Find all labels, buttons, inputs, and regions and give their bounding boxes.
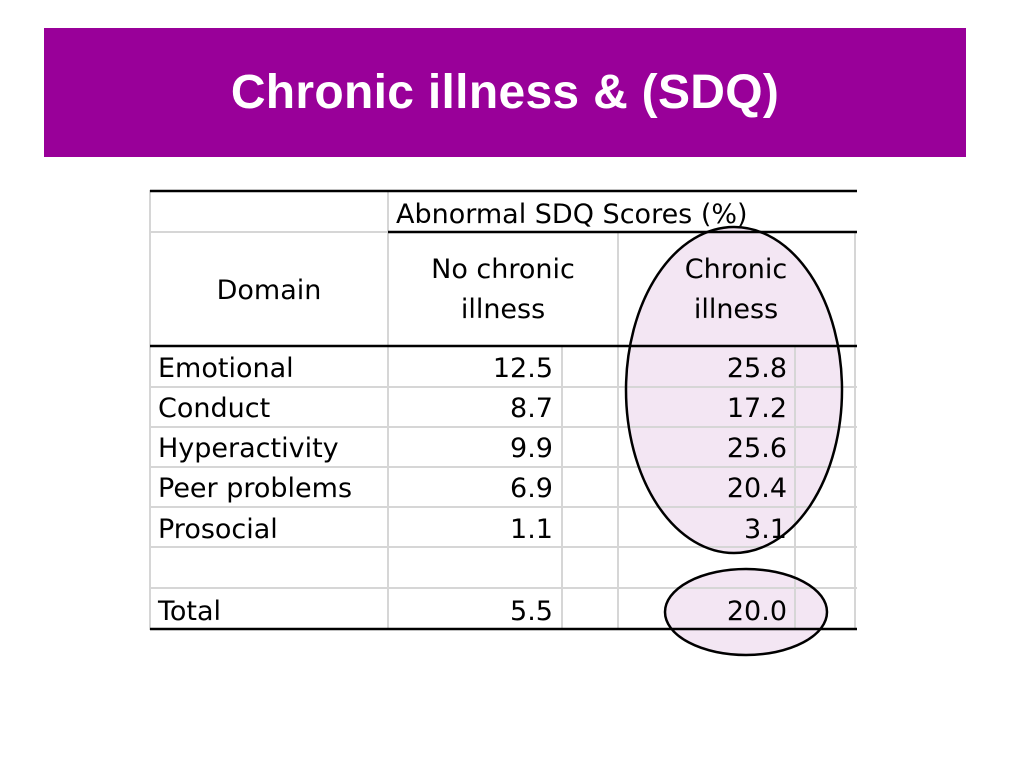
domain-cell: Conduct (158, 393, 270, 424)
no-chronic-header-line1: No chronic (431, 254, 575, 285)
no-chronic-header-line2: illness (461, 294, 545, 325)
chronic-header-line1: Chronic (685, 254, 787, 285)
title-bar: Chronic illness & (SDQ) (44, 28, 966, 157)
group-header: Abnormal SDQ Scores (%) (396, 199, 748, 230)
table-row: Conduct 8.7 17.2 (158, 393, 787, 424)
table-gridlines (149, 190, 857, 630)
chronic-column-circle (624, 225, 844, 555)
domain-header: Domain (217, 275, 322, 306)
no-chronic-cell: 12.5 (493, 353, 553, 384)
table-row: Prosocial 1.1 3.1 (158, 514, 787, 545)
table-row: Emotional 12.5 25.8 (158, 353, 787, 384)
total-chronic-circle (663, 567, 829, 657)
domain-cell-clip: Hyperactivity (158, 433, 339, 464)
domain-cell: Emotional (158, 353, 294, 384)
table-row: Peer problems 6.9 20.4 (158, 473, 787, 504)
no-chronic-cell: 6.9 (510, 473, 553, 504)
domain-cell: Prosocial (158, 514, 278, 545)
chronic-cell: 25.6 (727, 433, 787, 464)
no-chronic-cell: 8.7 (510, 393, 553, 424)
total-no-chronic: 5.5 (510, 596, 553, 627)
domain-cell-clip: Peer problems (158, 473, 352, 504)
chronic-cell: 3.1 (744, 514, 787, 545)
total-row: Total 5.5 20.0 (157, 596, 787, 627)
no-chronic-cell: 1.1 (510, 514, 553, 545)
no-chronic-cell: 9.9 (510, 433, 553, 464)
slide-title: Chronic illness & (SDQ) (230, 66, 780, 119)
table-row: Hyperactivity 9.9 25.6 (158, 433, 787, 464)
domain-cell: Hyperactivity (158, 433, 339, 464)
domain-cell: Peer problems (158, 473, 352, 504)
chronic-cell: 20.4 (727, 473, 787, 504)
total-chronic: 20.0 (727, 596, 787, 627)
chronic-cell: 25.8 (727, 353, 787, 384)
chronic-cell: 17.2 (727, 393, 787, 424)
table-rules (150, 189, 857, 631)
total-chronic-highlight (665, 569, 827, 655)
chronic-column-highlight (626, 227, 842, 553)
chronic-header-line2: illness (694, 294, 778, 325)
total-label: Total (157, 596, 221, 627)
